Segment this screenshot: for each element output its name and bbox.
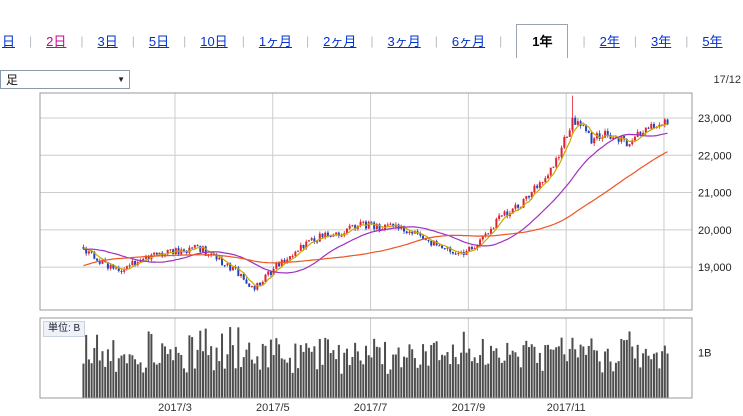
- period-tab-3mo[interactable]: 3ヶ月: [387, 33, 421, 49]
- tab-separator: |: [582, 34, 586, 48]
- svg-text:23,000: 23,000: [698, 113, 732, 125]
- tab-separator: |: [29, 34, 33, 48]
- svg-text:20,000: 20,000: [698, 225, 732, 237]
- svg-text:1B: 1B: [698, 347, 711, 359]
- period-tab-3y[interactable]: 3年: [650, 33, 672, 49]
- tab-separator: |: [131, 34, 135, 48]
- period-tab-1y[interactable]: 1年: [516, 24, 569, 58]
- tab-separator: |: [241, 34, 245, 48]
- tab-separator: |: [370, 34, 374, 48]
- tab-separator: |: [80, 34, 84, 48]
- svg-text:2017/5: 2017/5: [256, 402, 290, 414]
- tab-separator: |: [183, 34, 187, 48]
- period-tab-1mo[interactable]: 1ヶ月: [258, 33, 293, 49]
- svg-text:19,000: 19,000: [698, 262, 732, 274]
- chart-type-value: 足: [6, 73, 19, 87]
- period-tab-6mo[interactable]: 6ヶ月: [451, 33, 486, 49]
- period-tab-3d[interactable]: 3日: [97, 33, 118, 49]
- tab-separator: |: [499, 34, 503, 48]
- svg-text:2017/11: 2017/11: [547, 402, 586, 414]
- tab-separator: |: [434, 34, 438, 48]
- chart-type-select[interactable]: 足 ▼: [0, 70, 130, 89]
- svg-text:21,000: 21,000: [698, 188, 732, 200]
- period-tab-10d[interactable]: 10日: [200, 33, 228, 49]
- latest-date-label: 17/12: [713, 74, 741, 86]
- period-tab-2y[interactable]: 2年: [599, 33, 620, 49]
- period-tab-5d[interactable]: 5日: [148, 33, 170, 49]
- svg-text:22,000: 22,000: [698, 150, 732, 162]
- period-tab-5y[interactable]: 5年: [702, 33, 723, 49]
- tab-separator: |: [306, 34, 310, 48]
- volume-unit-label: 単位: B: [43, 321, 86, 337]
- tab-separator: |: [633, 34, 637, 48]
- period-tab-2d[interactable]: 2日: [46, 33, 67, 49]
- svg-text:2017/3: 2017/3: [158, 402, 192, 414]
- period-tab-1d[interactable]: 日: [2, 33, 16, 49]
- svg-text:2017/7: 2017/7: [354, 402, 388, 414]
- period-tab-2mo[interactable]: 2ヶ月: [323, 33, 357, 49]
- svg-text:2017/9: 2017/9: [452, 402, 486, 414]
- period-tabs: 日 | 2日 | 3日 | 5日 | 10日 | 1ヶ月 | 2ヶ月 | 3ヶ月 | 6ヶ月 | 1年 | 2年 | 3年 |…: [0, 24, 743, 58]
- chevron-down-icon: ▼: [117, 75, 125, 84]
- tab-separator: |: [685, 34, 689, 48]
